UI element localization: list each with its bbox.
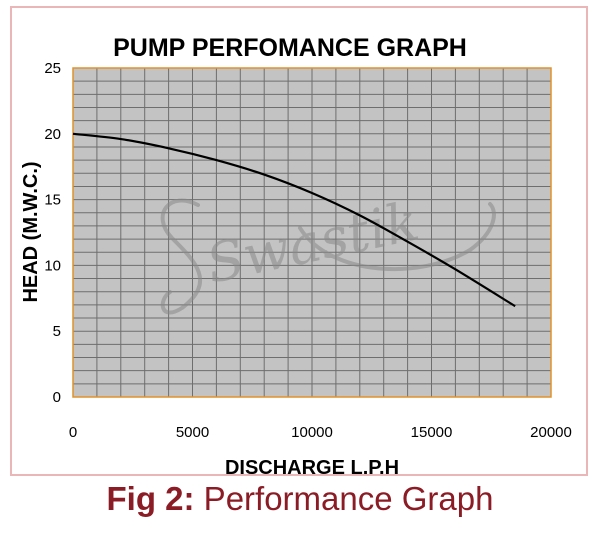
x-tick-label: 10000 — [291, 424, 333, 441]
y-tick-label: 25 — [44, 60, 61, 77]
x-tick-label: 0 — [69, 424, 77, 441]
x-tick-label: 20000 — [530, 424, 572, 441]
plot-border — [72, 67, 552, 398]
x-tick-label: 15000 — [411, 424, 453, 441]
y-tick-label: 5 — [53, 323, 61, 340]
y-tick-label: 15 — [44, 192, 61, 209]
x-axis-ticks: 0 5000 10000 15000 20000 — [69, 424, 572, 441]
x-tick-label: 5000 — [176, 424, 209, 441]
chart-title: PUMP PERFOMANCE GRAPH — [113, 34, 467, 62]
x-axis-label: DISCHARGE L.P.H — [225, 457, 399, 479]
caption-prefix: Fig 2: — [106, 480, 195, 517]
grid — [73, 68, 551, 397]
curve-layer — [72, 132, 516, 308]
figure-caption: Fig 2: Performance Graph — [0, 480, 600, 518]
y-axis-ticks: 0 5 10 15 20 25 — [44, 60, 61, 406]
figure-frame — [10, 6, 588, 476]
y-tick-label: 20 — [44, 126, 61, 143]
y-axis-label: HEAD (M.W.C.) — [20, 161, 42, 302]
performance-curve — [72, 132, 516, 308]
y-tick-label: 10 — [44, 257, 61, 274]
y-tick-label: 0 — [53, 389, 61, 406]
caption-text: Performance Graph — [194, 480, 494, 517]
